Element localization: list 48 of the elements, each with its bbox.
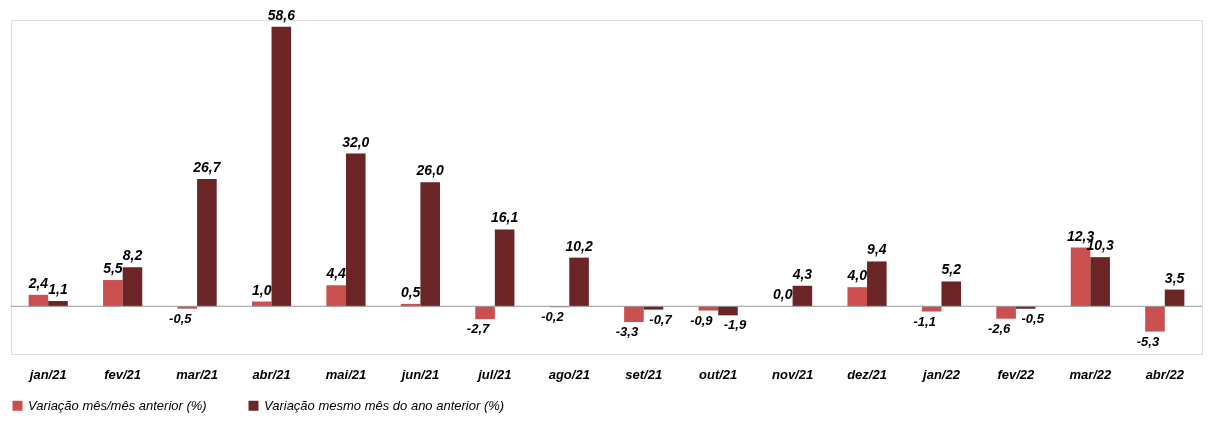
x-tick-label: set/21	[625, 366, 663, 382]
data-label: -5,3	[1136, 333, 1160, 349]
data-label: 58,6	[267, 6, 296, 23]
data-label: 26,0	[415, 162, 445, 179]
data-label: 4,0	[846, 267, 868, 284]
data-label: 5,2	[941, 261, 962, 278]
data-label: 4,3	[791, 265, 813, 282]
data-label: -2,7	[466, 321, 491, 337]
x-tick-label: jan/22	[921, 366, 961, 382]
data-label: 1,0	[252, 281, 272, 298]
data-label: 9,4	[867, 241, 887, 258]
x-tick-label: nov/21	[772, 366, 814, 382]
x-tick-label: out/21	[699, 366, 738, 382]
data-label: -3,3	[615, 324, 639, 340]
x-tick-label: mai/21	[325, 366, 367, 382]
data-label: -0,7	[649, 311, 673, 327]
data-label: 10,2	[565, 237, 593, 254]
data-label: 16,1	[491, 209, 519, 226]
data-label: 2,4	[27, 274, 49, 291]
x-tick-label: jan/21	[27, 366, 67, 382]
data-label: 0,0	[773, 286, 793, 303]
data-label: -1,9	[723, 317, 747, 333]
x-tick-label: fev/22	[997, 366, 1036, 382]
x-tick-label: ago/21	[548, 366, 590, 382]
data-label: 1,1	[48, 281, 68, 298]
data-label: -0,2	[541, 309, 565, 325]
data-label: 32,0	[342, 133, 370, 150]
data-label: 4,4	[325, 265, 347, 282]
x-tick-label: mar/22	[1069, 366, 1113, 382]
legend-label: Variação mês/mês anterior (%)	[28, 397, 207, 413]
x-tick-label: jul/21	[476, 366, 512, 382]
data-label: 5,5	[103, 260, 123, 277]
x-tick-label: abr/22	[1145, 366, 1185, 382]
data-label: 0,5	[400, 283, 421, 300]
data-label: -0,9	[690, 312, 714, 328]
data-label: 3,5	[1164, 269, 1185, 286]
data-label: 8,2	[122, 247, 143, 264]
x-tick-label: mar/21	[176, 366, 219, 382]
data-label: -0,5	[1021, 310, 1045, 326]
x-tick-label: dez/21	[847, 366, 887, 382]
data-label: -1,1	[913, 313, 936, 329]
data-label: -0,5	[169, 310, 193, 326]
x-tick-label: abr/21	[252, 366, 291, 382]
data-label: -2,6	[987, 320, 1012, 336]
data-label: 26,7	[192, 158, 222, 175]
x-tick-label: jun/21	[399, 366, 440, 382]
legend-label: Variação mesmo mês do ano anterior (%)	[264, 397, 505, 413]
x-tick-label: fev/21	[104, 366, 142, 382]
